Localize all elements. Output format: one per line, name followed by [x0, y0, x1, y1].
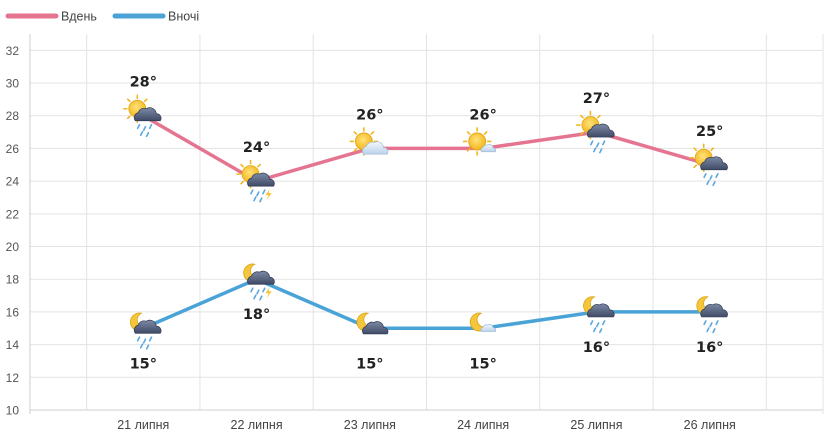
legend-label: Вдень	[61, 10, 97, 24]
sun-cloud-icon	[349, 127, 389, 156]
series-line-1	[141, 277, 712, 331]
y-tick-label: 30	[6, 77, 20, 91]
x-tick-label: 21 липня	[117, 418, 169, 432]
legend-label: Вночі	[168, 10, 199, 24]
x-tick-label: 26 липня	[684, 418, 736, 432]
data-label: 16°	[696, 340, 723, 356]
x-tick-label: 24 липня	[457, 418, 509, 432]
y-tick-label: 26	[6, 142, 20, 156]
legend-item-0[interactable]: Вдень	[5, 10, 97, 24]
data-label: 18°	[243, 307, 270, 323]
data-label: 15°	[469, 356, 496, 372]
moon-cloud-icon	[356, 312, 389, 335]
data-label: 26°	[469, 107, 496, 123]
data-label: 26°	[356, 107, 383, 123]
y-tick-label: 20	[6, 240, 20, 254]
data-label: 15°	[130, 356, 157, 372]
x-tick-label: 23 липня	[344, 418, 396, 432]
data-label: 24°	[243, 140, 270, 156]
legend: Вдень Вночі	[5, 10, 199, 24]
data-labels: 28° 24° 26° 26° 27° 25° 15° 18° 15° 15° 16° 16°	[130, 75, 724, 373]
y-tick-label: 12	[6, 371, 20, 385]
series-line-0	[141, 113, 712, 183]
legend-item-1[interactable]: Вночі	[112, 10, 199, 24]
y-axis: 10 12 14 16 18 20 22 24 26 28 30 32	[6, 44, 20, 418]
data-label: 25°	[696, 124, 723, 140]
y-tick-label: 16	[6, 305, 20, 319]
moon-light-cloud-icon	[469, 312, 497, 332]
moon-cloud-rain-icon	[583, 296, 615, 334]
y-tick-label: 28	[6, 109, 20, 123]
x-tick-label: 22 липня	[231, 418, 283, 432]
y-tick-label: 10	[6, 404, 20, 418]
data-label: 27°	[583, 91, 610, 107]
y-tick-label: 18	[6, 273, 20, 287]
x-axis: 21 липня 22 липня 23 липня 24 липня 25 липня…	[117, 418, 736, 432]
sun-cloud-rain-thunder-icon	[236, 159, 275, 203]
sun-cloud-rain-icon	[122, 94, 162, 138]
x-tick-label: 25 липня	[570, 418, 622, 432]
data-label: 28°	[130, 75, 157, 91]
data-label: 16°	[583, 340, 610, 356]
moon-cloud-rain-icon	[696, 296, 728, 334]
sun-cloud-rain-icon	[576, 110, 615, 154]
y-tick-label: 24	[6, 175, 20, 189]
grid	[29, 34, 824, 414]
y-tick-label: 32	[6, 44, 20, 58]
moon-cloud-rain-thunder-icon	[243, 263, 275, 301]
sun-light-cloud-icon	[462, 127, 497, 156]
y-tick-label: 22	[6, 207, 20, 221]
moon-cloud-rain-icon	[129, 312, 162, 350]
y-tick-label: 14	[6, 338, 20, 352]
data-label: 15°	[356, 356, 383, 372]
sun-cloud-rain-icon	[689, 143, 728, 187]
series-lines	[141, 113, 712, 331]
weather-icons	[122, 94, 728, 350]
